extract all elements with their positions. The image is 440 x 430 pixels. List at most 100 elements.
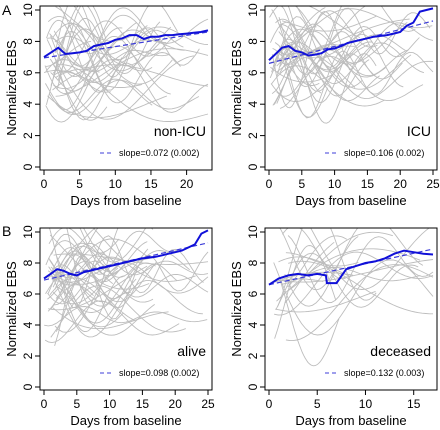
panel-1-frame (39, 5, 213, 171)
panel-2-trajectory (271, 11, 351, 109)
panel-2-mean-curve (268, 7, 434, 61)
panel-3-letter: B (2, 223, 11, 239)
panel-3-trajectory (55, 263, 178, 332)
panel-2-trajectory (274, 6, 404, 103)
panel-3-trajectory (56, 250, 190, 324)
panel-2-trajectory (269, 6, 313, 28)
panel-2-trajectories (269, 6, 434, 124)
panel-2-trajectory (287, 6, 431, 75)
panel-1-trajectory (54, 6, 178, 78)
panel-3-x-tick-label: 0 (41, 397, 48, 411)
panel-1-group-label: non-ICU (154, 123, 206, 139)
panel-2-y-tick-label: 8 (246, 38, 260, 45)
panel-3-trajectory (45, 228, 96, 294)
panel-3-y-tick-label: 8 (21, 259, 35, 266)
panel-4-trajectory (287, 231, 393, 292)
panel-1-trajectory (58, 64, 209, 122)
panel-1-trajectory (47, 95, 168, 119)
panel-3-trajectory (79, 228, 120, 272)
panel-2-y-tick-label: 0 (246, 163, 260, 170)
panel-2-trajectory (271, 9, 376, 88)
panel-2-trajectory (269, 21, 425, 84)
panel-2-trajectory (269, 16, 420, 79)
panel-4-y-tick-label: 0 (246, 383, 260, 390)
panel-3-y-tick-label: 2 (21, 352, 35, 359)
panel-4-x-tick-label: 5 (314, 397, 321, 411)
panel-1-y-tick-label: 6 (21, 69, 35, 76)
panel-3-x-tick-label: 5 (73, 397, 80, 411)
panel-3-y-axis-label: Normalized EBS (4, 261, 19, 357)
panel-2-y-tick-label: 6 (246, 69, 260, 76)
panel-4-y-tick-label: 2 (246, 352, 260, 359)
panel-2-x-tick-label: 0 (266, 177, 273, 191)
panel-1-trajectory (53, 20, 178, 73)
panel-3-y-tick-label: 0 (21, 383, 35, 390)
panel-4-trajectory (279, 280, 340, 367)
panel-3-mean-curve (43, 229, 209, 280)
panel-1-trajectory (46, 18, 209, 69)
panel-2-x-axis-label: Days from baseline (295, 193, 406, 208)
panel-1-y-tick-label: 0 (21, 163, 35, 170)
panel-1-legend-text: slope=0.072 (0.002) (119, 148, 199, 158)
panel-4-trajectory (288, 260, 433, 315)
panel-1-x-tick-label: 5 (76, 177, 83, 191)
panel-2-trajectory (281, 28, 434, 100)
panel-1-trajectory (47, 16, 172, 72)
panel-2-trajectory (270, 26, 317, 63)
panel-1-y-tick-label: 4 (21, 101, 35, 108)
panel-2-x-tick-label: 20 (394, 177, 408, 191)
panel-3-trajectory (52, 307, 169, 330)
panel-1-trajectory (45, 79, 200, 116)
panel-2-trajectory (281, 6, 361, 38)
panel-1-x-tick-label: 20 (180, 177, 194, 191)
panel-3-trajectory (44, 300, 180, 344)
panel-4-trajectory (275, 290, 376, 313)
panel-3-legend-text: slope=0.098 (0.002) (119, 368, 199, 378)
panel-3-trajectory (48, 228, 120, 254)
panel-4-y-tick-label: 8 (246, 259, 260, 266)
panel-3-frame (39, 227, 213, 391)
panel-1-trajectory (53, 22, 138, 90)
panel-3-trajectory (52, 241, 148, 281)
panel-2-trajectory (277, 10, 378, 66)
panel-3-trajectory (83, 228, 147, 263)
panel-1-trajectory (46, 39, 209, 121)
panel-1-y-axis-label: Normalized EBS (4, 40, 19, 136)
panel-3-trajectory (52, 254, 137, 300)
panel-4-y-tick-label: 10 (246, 225, 260, 239)
panel-1-y-tick-label: 8 (21, 38, 35, 45)
panel-2-frame (264, 5, 438, 171)
panel-4-x-tick-label: 0 (266, 397, 273, 411)
panel-3-x-tick-label: 25 (201, 397, 215, 411)
panel-2-x-tick-label: 25 (426, 177, 440, 191)
panel-3-trajectory (51, 230, 178, 275)
panel-4-y-tick-label: 4 (246, 321, 260, 328)
panel-4-trajectory (285, 241, 335, 304)
panel-4-trajectory (285, 264, 434, 342)
panel-3-trajectory (50, 273, 203, 338)
panel-1-trajectory (50, 7, 167, 78)
panel-4-legend-text: slope=0.132 (0.003) (344, 368, 424, 378)
panel-3-x-tick-label: 20 (169, 397, 183, 411)
panel-3-x-axis-label: Days from baseline (70, 413, 181, 428)
panel-3-x-tick-label: 10 (103, 397, 117, 411)
panel-3-trajectory (92, 228, 196, 282)
panel-4-x-tick-label: 10 (359, 397, 373, 411)
panel-3-trajectory (47, 238, 148, 300)
panel-2-trajectory (270, 65, 385, 107)
panel-2-y-tick-label: 10 (246, 3, 260, 17)
panel-3-y-tick-label: 10 (21, 225, 35, 239)
panel-2-trajectory (281, 8, 433, 50)
panel-2-trajectory (275, 18, 320, 75)
panel-4-trajectory (275, 259, 434, 283)
panel-1-trajectory (45, 49, 169, 73)
panel-4-group-label: deceased (370, 343, 431, 359)
panel-1-x-tick-label: 10 (109, 177, 123, 191)
panel-2-group-label: ICU (407, 123, 431, 139)
panel-4-trajectory (284, 228, 424, 307)
panel-2-trajectory (276, 45, 377, 124)
panel-2-trajectory (270, 44, 369, 102)
panel-1-trajectory (43, 69, 143, 88)
panel-3-x-tick-label: 15 (136, 397, 150, 411)
panel-3-y-tick-label: 4 (21, 321, 35, 328)
